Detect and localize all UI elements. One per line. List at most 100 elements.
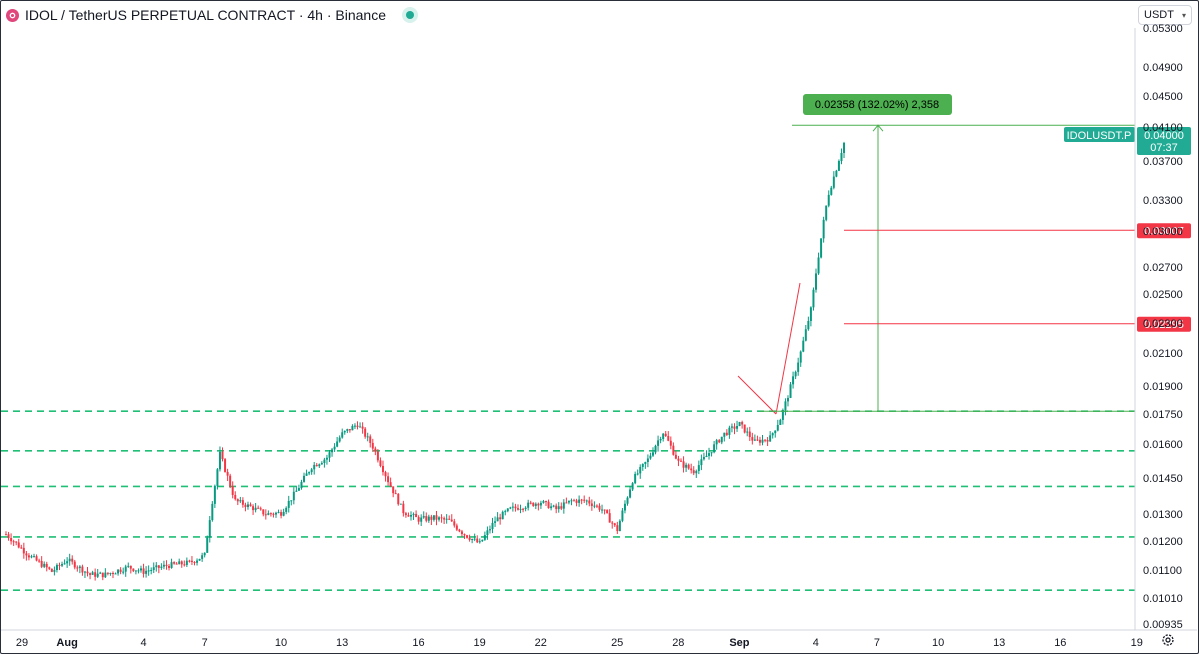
candle-body[interactable]	[471, 538, 474, 540]
candle-body[interactable]	[145, 570, 148, 574]
candle-body[interactable]	[539, 502, 542, 506]
candle-body[interactable]	[38, 560, 41, 562]
candle-body[interactable]	[336, 441, 339, 447]
candle-body[interactable]	[402, 503, 405, 514]
candle-body[interactable]	[466, 535, 469, 538]
candle-body[interactable]	[157, 565, 160, 568]
candle-body[interactable]	[685, 464, 688, 468]
candle-body[interactable]	[325, 457, 328, 460]
candle-body[interactable]	[168, 565, 171, 568]
candle-body[interactable]	[532, 502, 535, 506]
candle-body[interactable]	[626, 497, 629, 504]
candle-body[interactable]	[269, 513, 272, 515]
candle-body[interactable]	[213, 485, 216, 504]
candle-body[interactable]	[613, 523, 616, 526]
candle-body[interactable]	[593, 505, 596, 507]
candle-body[interactable]	[616, 525, 619, 532]
candle-body[interactable]	[320, 462, 323, 465]
candle-body[interactable]	[53, 570, 56, 572]
candle-body[interactable]	[654, 445, 657, 453]
candle-body[interactable]	[476, 538, 479, 543]
candle-body[interactable]	[193, 562, 196, 564]
candle-body[interactable]	[807, 320, 810, 330]
candle-body[interactable]	[713, 444, 716, 453]
chart-title[interactable]: IDOL / TetherUS PERPETUAL CONTRACT · 4h …	[25, 7, 387, 23]
candle-body[interactable]	[175, 563, 178, 565]
candle-body[interactable]	[328, 452, 331, 458]
candle-body[interactable]	[776, 424, 779, 431]
candle-body[interactable]	[695, 470, 698, 474]
candle-body[interactable]	[651, 452, 654, 456]
candle-body[interactable]	[488, 529, 491, 531]
candle-body[interactable]	[333, 446, 336, 450]
candle-body[interactable]	[109, 573, 112, 575]
candle-body[interactable]	[315, 464, 318, 467]
candle-body[interactable]	[10, 538, 13, 542]
candle-body[interactable]	[410, 514, 413, 517]
candle-body[interactable]	[730, 426, 733, 428]
candle-body[interactable]	[657, 440, 660, 446]
candle-body[interactable]	[725, 432, 728, 435]
candle-body[interactable]	[292, 491, 295, 501]
candle-body[interactable]	[545, 501, 548, 503]
candle-body[interactable]	[460, 531, 463, 535]
candle-body[interactable]	[140, 568, 143, 571]
candle-body[interactable]	[353, 425, 356, 427]
candle-body[interactable]	[692, 470, 695, 474]
candle-body[interactable]	[106, 572, 109, 574]
candle-body[interactable]	[792, 376, 795, 385]
candle-body[interactable]	[40, 560, 43, 567]
candle-body[interactable]	[438, 517, 441, 520]
candle-body[interactable]	[779, 419, 782, 425]
candle-body[interactable]	[12, 541, 15, 543]
candle-body[interactable]	[211, 503, 214, 521]
candle-body[interactable]	[343, 430, 346, 433]
candle-body[interactable]	[761, 439, 764, 443]
candle-body[interactable]	[453, 521, 456, 526]
candle-body[interactable]	[537, 503, 540, 506]
candle-body[interactable]	[697, 465, 700, 471]
candle-body[interactable]	[601, 509, 604, 511]
candle-body[interactable]	[20, 547, 23, 549]
candle-body[interactable]	[252, 506, 255, 511]
candle-body[interactable]	[481, 539, 484, 542]
candle-body[interactable]	[78, 566, 81, 568]
candle-body[interactable]	[618, 520, 621, 532]
candle-body[interactable]	[76, 567, 79, 569]
candle-body[interactable]	[104, 572, 107, 578]
candle-body[interactable]	[35, 556, 38, 561]
candle-body[interactable]	[81, 566, 84, 573]
candle-body[interactable]	[94, 572, 97, 577]
candle-body[interactable]	[728, 427, 731, 435]
candle-body[interactable]	[516, 508, 519, 510]
candle-body[interactable]	[565, 502, 568, 504]
candle-body[interactable]	[527, 502, 530, 508]
candle-body[interactable]	[690, 468, 693, 471]
candle-body[interactable]	[542, 501, 545, 503]
candle-body[interactable]	[68, 558, 71, 562]
candle-body[interactable]	[25, 553, 28, 556]
candle-body[interactable]	[715, 440, 718, 445]
candle-body[interactable]	[804, 329, 807, 341]
candle-body[interactable]	[667, 435, 670, 441]
candle-body[interactable]	[534, 503, 537, 506]
candle-body[interactable]	[379, 460, 382, 466]
candle-body[interactable]	[649, 455, 652, 459]
candle-body[interactable]	[710, 452, 713, 454]
candle-body[interactable]	[239, 500, 242, 502]
candle-body[interactable]	[435, 515, 438, 520]
candle-body[interactable]	[43, 563, 46, 567]
candle-body[interactable]	[412, 513, 415, 515]
candle-body[interactable]	[415, 513, 418, 518]
candle-body[interactable]	[96, 573, 99, 577]
candle-body[interactable]	[606, 510, 609, 514]
candle-body[interactable]	[718, 440, 721, 443]
candle-body[interactable]	[30, 556, 33, 558]
candle-body[interactable]	[682, 461, 685, 468]
candle-body[interactable]	[794, 371, 797, 377]
candle-body[interactable]	[524, 507, 527, 510]
candle-body[interactable]	[560, 506, 563, 509]
candle-body[interactable]	[27, 555, 30, 558]
candle-body[interactable]	[83, 571, 86, 573]
candle-body[interactable]	[244, 504, 247, 507]
